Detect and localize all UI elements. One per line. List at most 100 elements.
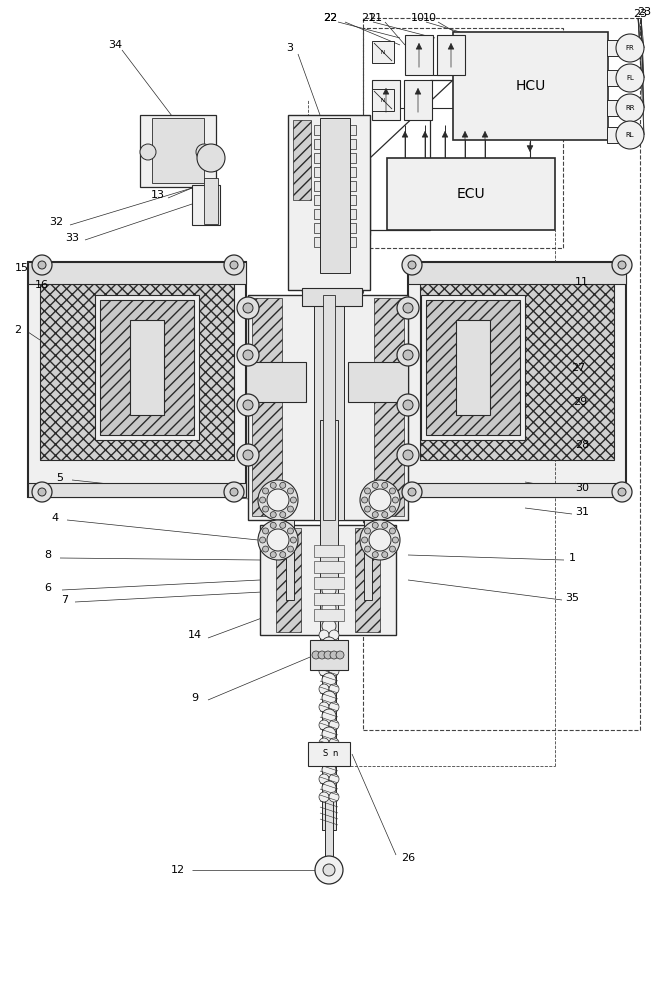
Circle shape bbox=[392, 537, 398, 543]
Circle shape bbox=[390, 528, 396, 534]
Bar bbox=[95, 262, 199, 280]
Bar bbox=[363, 28, 563, 248]
Circle shape bbox=[230, 488, 238, 496]
Bar bbox=[293, 120, 311, 200]
Text: 22: 22 bbox=[323, 13, 337, 23]
Circle shape bbox=[319, 648, 329, 658]
Circle shape bbox=[403, 350, 413, 360]
Circle shape bbox=[372, 522, 378, 528]
Circle shape bbox=[322, 655, 336, 669]
Circle shape bbox=[403, 303, 413, 313]
Circle shape bbox=[38, 488, 46, 496]
Text: 7: 7 bbox=[61, 595, 69, 605]
Circle shape bbox=[397, 297, 419, 319]
Bar bbox=[607, 40, 619, 56]
Bar bbox=[40, 275, 234, 460]
Bar bbox=[405, 35, 433, 75]
Bar bbox=[314, 609, 344, 621]
Circle shape bbox=[382, 512, 388, 518]
Circle shape bbox=[322, 637, 336, 651]
Circle shape bbox=[319, 774, 329, 784]
Circle shape bbox=[224, 255, 244, 275]
Circle shape bbox=[319, 702, 329, 712]
Circle shape bbox=[319, 756, 329, 766]
Circle shape bbox=[362, 497, 368, 503]
Bar bbox=[355, 528, 380, 632]
Circle shape bbox=[258, 480, 298, 520]
Circle shape bbox=[618, 488, 626, 496]
Circle shape bbox=[616, 121, 644, 149]
Circle shape bbox=[369, 489, 391, 511]
Circle shape bbox=[329, 774, 339, 784]
Bar bbox=[204, 178, 218, 224]
Bar bbox=[314, 237, 356, 247]
Circle shape bbox=[329, 666, 339, 676]
Bar bbox=[372, 89, 394, 111]
Bar bbox=[323, 295, 335, 520]
Circle shape bbox=[618, 261, 626, 269]
Circle shape bbox=[230, 261, 238, 269]
Bar bbox=[95, 295, 199, 440]
Circle shape bbox=[140, 144, 156, 160]
Circle shape bbox=[382, 522, 388, 528]
Circle shape bbox=[364, 528, 371, 534]
Circle shape bbox=[319, 666, 329, 676]
Circle shape bbox=[364, 546, 371, 552]
Circle shape bbox=[372, 552, 378, 558]
Text: 2: 2 bbox=[14, 325, 22, 335]
Text: 15: 15 bbox=[15, 263, 29, 273]
Text: 26: 26 bbox=[401, 853, 415, 863]
Text: ECU: ECU bbox=[456, 187, 485, 201]
Text: 31: 31 bbox=[575, 507, 589, 517]
Circle shape bbox=[288, 528, 294, 534]
Circle shape bbox=[280, 512, 286, 518]
Text: 4: 4 bbox=[52, 513, 59, 523]
Bar bbox=[152, 118, 204, 183]
Circle shape bbox=[403, 400, 413, 410]
Bar bbox=[372, 80, 400, 120]
Circle shape bbox=[237, 297, 259, 319]
Circle shape bbox=[329, 684, 339, 694]
Circle shape bbox=[38, 261, 46, 269]
Circle shape bbox=[262, 546, 269, 552]
Bar bbox=[437, 35, 465, 75]
Bar bbox=[404, 80, 432, 120]
Circle shape bbox=[612, 255, 632, 275]
Text: 21: 21 bbox=[368, 13, 382, 23]
Circle shape bbox=[329, 756, 339, 766]
Circle shape bbox=[319, 630, 329, 640]
Circle shape bbox=[280, 552, 286, 558]
Bar bbox=[28, 262, 246, 497]
Circle shape bbox=[390, 546, 396, 552]
Bar bbox=[314, 545, 344, 557]
Text: 30: 30 bbox=[575, 483, 589, 493]
Bar bbox=[348, 362, 408, 402]
Circle shape bbox=[330, 651, 338, 659]
Bar bbox=[288, 115, 370, 290]
Bar bbox=[252, 298, 282, 516]
Bar bbox=[607, 127, 619, 143]
Circle shape bbox=[372, 512, 378, 518]
Bar bbox=[314, 139, 356, 149]
Circle shape bbox=[397, 444, 419, 466]
Text: FL: FL bbox=[626, 75, 634, 81]
Text: 9: 9 bbox=[192, 693, 199, 703]
Bar bbox=[408, 262, 626, 497]
Circle shape bbox=[322, 709, 336, 723]
Circle shape bbox=[322, 691, 336, 705]
Text: RR: RR bbox=[625, 105, 635, 111]
Bar bbox=[320, 420, 338, 640]
Text: HCU: HCU bbox=[515, 79, 545, 93]
Circle shape bbox=[397, 344, 419, 366]
Circle shape bbox=[237, 444, 259, 466]
Circle shape bbox=[319, 738, 329, 748]
Bar bbox=[364, 520, 372, 600]
Circle shape bbox=[402, 255, 422, 275]
Circle shape bbox=[382, 552, 388, 558]
Bar bbox=[426, 300, 520, 435]
Circle shape bbox=[402, 482, 422, 502]
Circle shape bbox=[312, 651, 320, 659]
Text: 23: 23 bbox=[633, 9, 647, 19]
Circle shape bbox=[329, 630, 339, 640]
Circle shape bbox=[319, 684, 329, 694]
